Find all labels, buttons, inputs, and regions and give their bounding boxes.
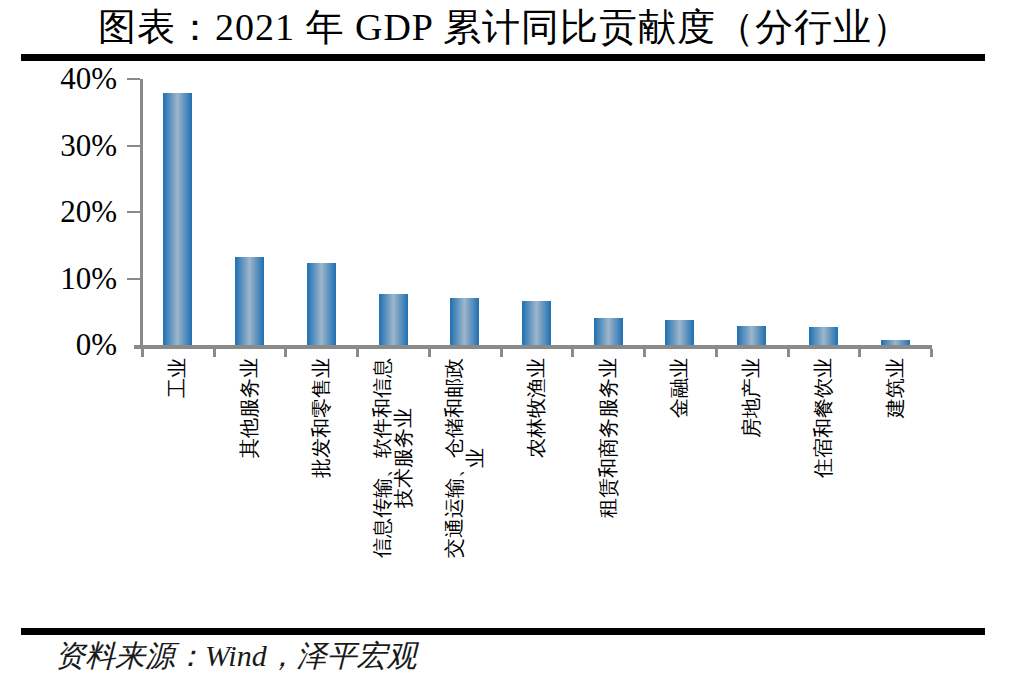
y-axis-tick-label: 0% <box>20 329 117 361</box>
x-axis-category-label: 住宿和餐饮业 <box>813 358 834 478</box>
x-axis-category-label: 金融业 <box>669 358 690 418</box>
x-axis-tick <box>141 349 144 357</box>
bar <box>809 327 838 345</box>
x-axis-category-label: 其他服务业 <box>239 358 260 458</box>
y-axis-tick <box>127 278 140 280</box>
y-axis-tick-label: 30% <box>20 130 117 162</box>
bar <box>450 298 479 345</box>
x-axis-category-label: 房地产业 <box>741 358 762 438</box>
x-axis-line <box>134 345 932 349</box>
x-axis-category-label: 交通运输、仓储和邮政 业 <box>444 358 486 558</box>
bar <box>522 301 551 345</box>
x-axis-tick <box>930 349 933 357</box>
x-axis-tick <box>428 349 431 357</box>
bar <box>881 340 910 345</box>
bar <box>307 263 336 345</box>
x-axis-tick <box>571 349 574 357</box>
x-axis-category-label: 信息传输、软件和信息 技术服务业 <box>372 358 414 558</box>
bar <box>379 294 408 345</box>
y-axis-tick <box>127 145 140 147</box>
chart-area: 40% 30% 20% 10% 0% 工业 其他服务业 批发和零售业 信息传输、软件和信息 技术… <box>0 0 1009 680</box>
x-axis-tick <box>284 349 287 357</box>
bottom-divider-rule <box>21 628 985 635</box>
bar <box>163 93 192 345</box>
y-axis-tick-label: 20% <box>20 196 117 228</box>
x-axis-tick <box>858 349 861 357</box>
x-axis-category-label: 农林牧渔业 <box>526 358 547 458</box>
x-axis-tick <box>500 349 503 357</box>
source-note: 资料来源：Wind，泽平宏观 <box>55 637 417 675</box>
x-axis-tick <box>356 349 359 357</box>
x-axis-category-label: 租赁和商务服务业 <box>598 358 619 518</box>
y-axis-line <box>140 79 143 349</box>
x-axis-category-label: 批发和零售业 <box>311 358 332 478</box>
bar <box>235 257 264 345</box>
x-axis-tick <box>643 349 646 357</box>
x-axis-tick <box>213 349 216 357</box>
bar <box>665 320 694 345</box>
y-axis-tick <box>127 211 140 213</box>
x-axis-category-label: 建筑业 <box>885 358 906 418</box>
x-axis-tick <box>787 349 790 357</box>
x-axis-tick <box>715 349 718 357</box>
y-axis-tick-label: 10% <box>20 263 117 295</box>
bar <box>737 326 766 345</box>
y-axis-tick <box>127 78 140 80</box>
bar <box>594 318 623 345</box>
y-axis-tick-label: 40% <box>20 63 117 95</box>
x-axis-category-label: 工业 <box>167 358 188 398</box>
